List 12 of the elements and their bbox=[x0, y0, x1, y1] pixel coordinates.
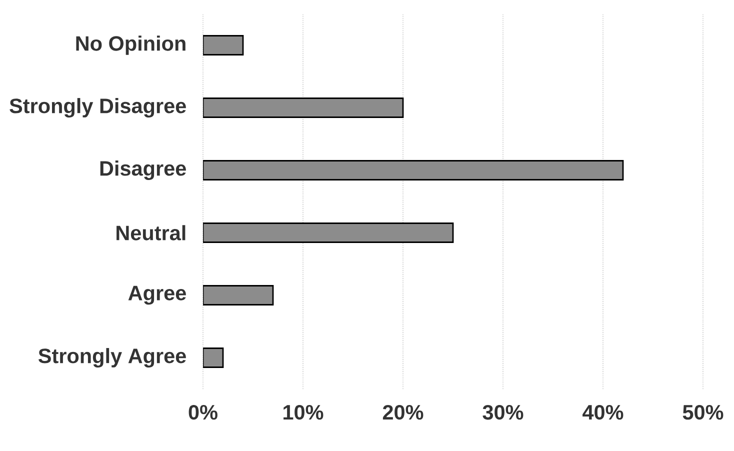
y-tick-label: No Opinion bbox=[76, 36, 186, 55]
x-tick-label: 20% bbox=[382, 404, 424, 420]
x-tick-label: 40% bbox=[582, 404, 624, 420]
y-tick-label: Agree bbox=[128, 286, 186, 305]
x-tick-label: 10% bbox=[284, 404, 324, 420]
x-tick-label: 30% bbox=[482, 404, 524, 420]
y-tick-label: Strongly Disagree bbox=[10, 98, 186, 118]
x-tick-label: 0% bbox=[188, 404, 218, 420]
y-tick-label: Disagree bbox=[100, 160, 186, 180]
x-tick-label: 50% bbox=[682, 404, 724, 420]
y-tick-label: Neutral bbox=[116, 225, 186, 240]
y-tick-label: Strongly Agree bbox=[38, 348, 186, 368]
